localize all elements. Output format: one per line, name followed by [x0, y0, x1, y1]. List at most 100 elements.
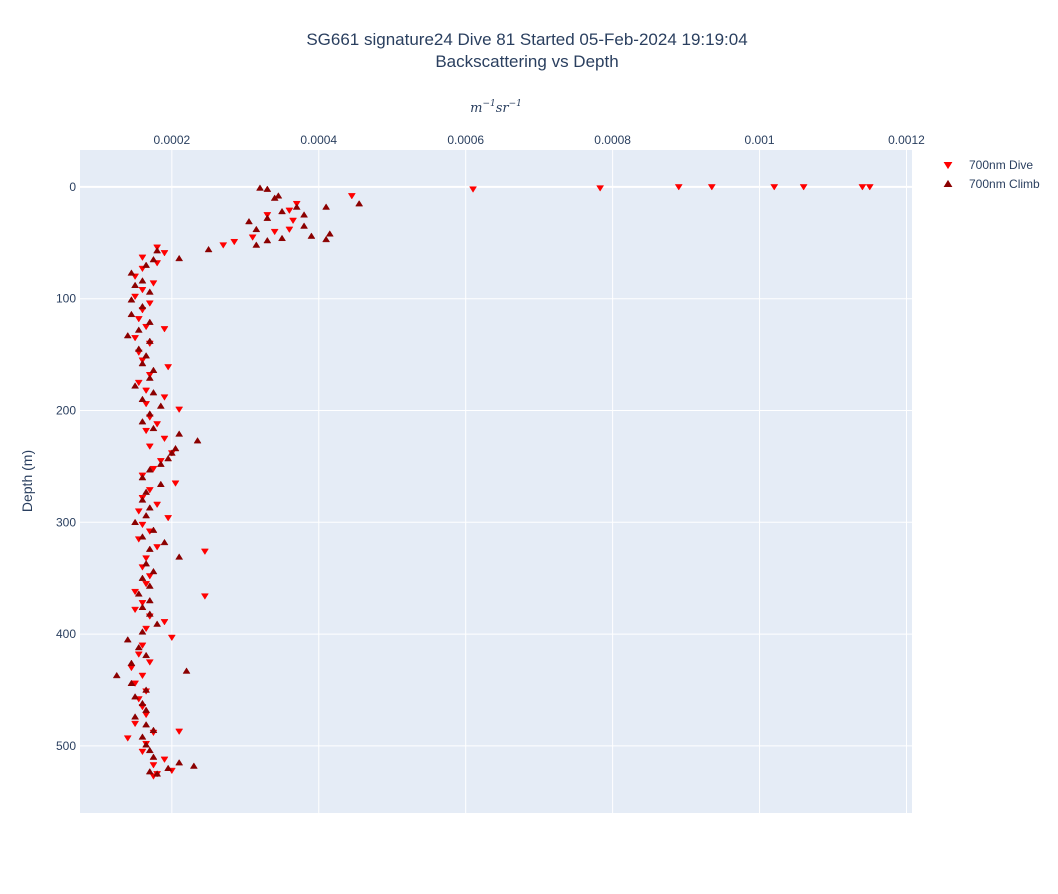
data-point — [153, 544, 162, 551]
data-point — [142, 706, 151, 713]
legend-item-climb[interactable]: 700nm Climb — [943, 177, 1041, 191]
data-point — [138, 521, 147, 529]
data-point — [138, 672, 147, 680]
data-point — [134, 345, 143, 352]
data-point — [145, 573, 154, 580]
data-point — [138, 395, 147, 403]
data-point — [127, 659, 136, 666]
data-point — [160, 538, 169, 546]
data-point — [160, 250, 169, 257]
data-point — [263, 236, 272, 244]
data-point — [138, 359, 147, 367]
y-tick-labels: 0 100 200 300 400 500 — [56, 180, 76, 753]
data-point — [285, 226, 294, 234]
data-point — [167, 449, 176, 456]
data-point — [182, 667, 191, 674]
y-tick-label: 300 — [56, 515, 76, 529]
data-point — [770, 184, 779, 191]
data-point — [153, 770, 162, 777]
legend: 700nm Dive 700nm Climb — [943, 158, 1041, 191]
plot-area — [80, 150, 912, 813]
x-tick-label: 0.0012 — [888, 133, 925, 147]
data-point — [248, 234, 257, 241]
data-point — [175, 728, 184, 736]
legend-dive-marker — [943, 162, 953, 170]
x-gridlines — [171, 150, 907, 813]
data-point — [175, 254, 184, 262]
data-point — [138, 473, 147, 481]
data-point — [674, 184, 683, 191]
data-point — [160, 435, 169, 443]
data-point — [131, 606, 140, 614]
data-point — [134, 508, 143, 515]
data-point — [469, 186, 477, 193]
data-point — [112, 671, 121, 679]
data-point — [200, 593, 209, 600]
data-point — [160, 619, 169, 626]
data-point — [142, 651, 151, 659]
data-point — [189, 762, 198, 769]
data-point — [127, 269, 136, 276]
data-point — [145, 318, 154, 325]
data-point — [347, 193, 356, 200]
series-layer — [112, 184, 874, 780]
data-point — [164, 454, 173, 462]
data-point — [134, 643, 143, 651]
data-point — [142, 387, 151, 395]
data-point — [149, 753, 158, 760]
legend-item-dive[interactable]: 700nm Dive — [943, 158, 1034, 172]
data-point — [138, 254, 147, 261]
data-point — [142, 427, 151, 435]
data-point — [164, 515, 173, 522]
data-point — [149, 726, 158, 733]
data-point — [142, 352, 151, 359]
data-point — [145, 768, 154, 775]
data-point — [175, 430, 184, 437]
data-point — [142, 741, 151, 748]
data-point — [245, 217, 253, 225]
data-point — [134, 326, 143, 333]
data-point — [145, 659, 154, 666]
data-point — [278, 207, 286, 215]
data-point — [142, 721, 151, 728]
data-point — [142, 488, 151, 495]
data-point — [131, 293, 140, 301]
data-point — [138, 642, 147, 649]
data-point — [142, 323, 151, 331]
data-point — [127, 310, 136, 318]
data-point — [138, 699, 147, 707]
data-point — [145, 610, 154, 617]
legend-climb-marker — [943, 179, 953, 187]
data-point — [175, 759, 184, 766]
data-point — [138, 302, 147, 310]
data-point — [171, 480, 180, 487]
data-point — [123, 331, 132, 339]
legend-climb-label: 700nm Climb — [969, 177, 1040, 191]
data-point — [145, 410, 154, 417]
x-unit-exp-1: −1 — [482, 99, 495, 109]
data-point — [149, 762, 158, 769]
data-point — [142, 401, 151, 408]
x-tick-label: 0.0008 — [594, 133, 631, 147]
data-point — [149, 465, 158, 473]
data-point — [142, 555, 151, 562]
data-point — [219, 242, 228, 249]
data-point — [274, 192, 283, 199]
x-unit-exp-2: −1 — [509, 99, 522, 109]
y-tick-label: 200 — [56, 404, 76, 418]
data-point — [142, 560, 151, 567]
data-point — [131, 518, 140, 526]
data-point — [123, 636, 132, 643]
data-point — [142, 625, 151, 633]
x-tick-label: 0.001 — [745, 133, 775, 147]
data-point — [204, 245, 213, 253]
data-point — [322, 203, 331, 210]
data-point — [799, 184, 808, 191]
data-point — [145, 596, 154, 604]
data-point — [200, 548, 209, 555]
data-point — [300, 222, 309, 229]
data-point — [138, 418, 147, 425]
data-point — [160, 756, 169, 763]
y-tick-label: 400 — [56, 627, 76, 641]
